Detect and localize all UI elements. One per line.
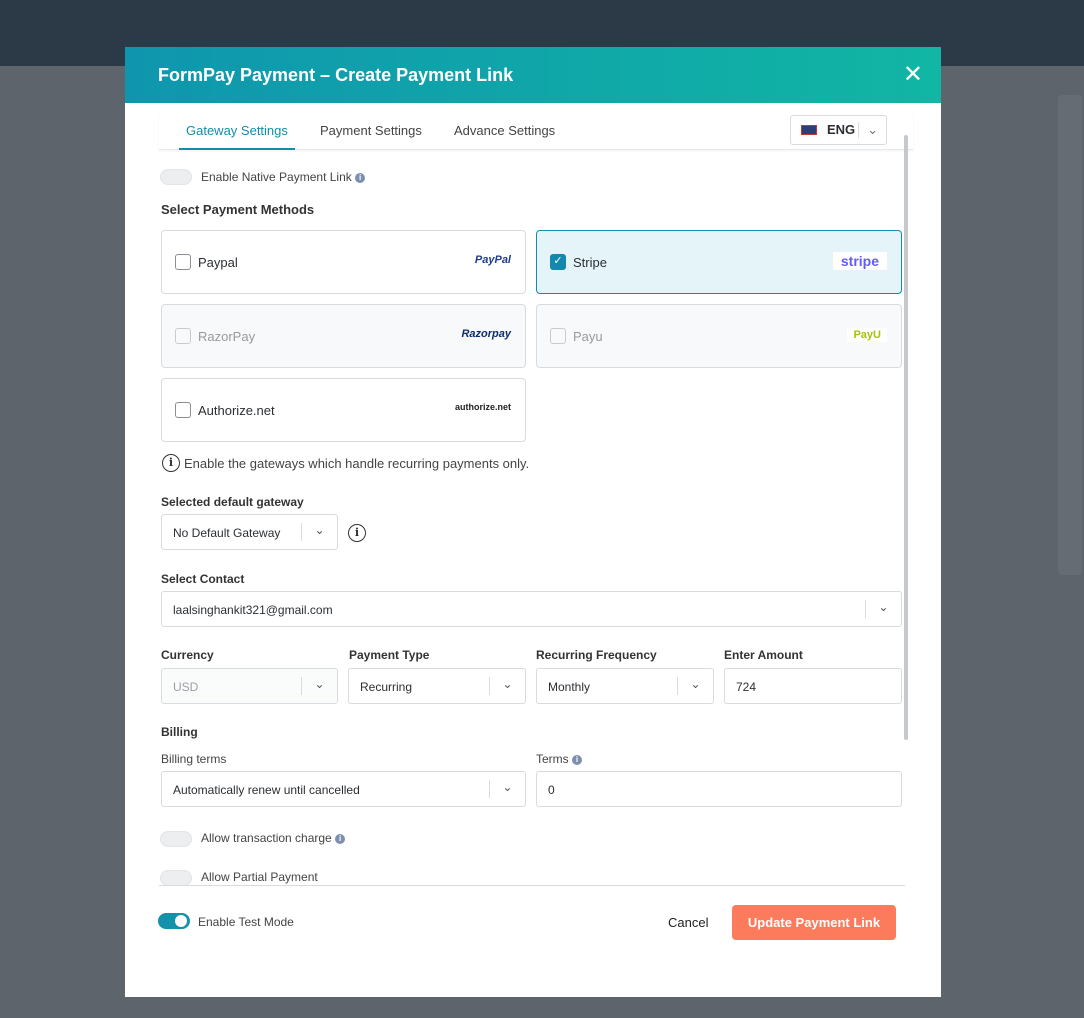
frequency-label: Recurring Frequency	[536, 648, 657, 662]
info-icon: i	[355, 172, 366, 183]
currency-label: Currency	[161, 648, 214, 662]
footer-divider	[159, 885, 905, 886]
create-payment-link-modal: FormPay Payment – Create Payment Link ✕ …	[125, 47, 941, 997]
native-link-toggle[interactable]	[160, 169, 192, 185]
paypal-logo: PayPal	[474, 254, 511, 266]
close-icon[interactable]: ✕	[902, 61, 923, 88]
language-select[interactable]: ENG ⌄	[790, 115, 887, 145]
cancel-button[interactable]: Cancel	[668, 915, 709, 930]
transaction-charge-toggle[interactable]	[160, 831, 192, 847]
select-value: USD	[173, 680, 199, 694]
recurring-note: Enable the gateways which handle recurri…	[184, 456, 530, 471]
tab-gateway-settings[interactable]: Gateway Settings	[179, 123, 295, 150]
checkbox-checked[interactable]: ✓	[550, 254, 566, 270]
chevron-down-icon: ⌄	[489, 677, 525, 695]
currency-select: USD ⌄	[161, 668, 338, 704]
method-card-payu: Payu PayU	[536, 304, 902, 368]
stripe-logo: stripe	[832, 252, 887, 270]
update-payment-link-button[interactable]: Update Payment Link	[732, 905, 896, 940]
method-name: RazorPay	[198, 329, 256, 344]
method-name: Stripe	[573, 255, 607, 270]
modal-title: FormPay Payment – Create Payment Link	[158, 65, 514, 85]
terms-input[interactable]: 0	[536, 771, 902, 807]
method-card-paypal[interactable]: Paypal PayPal	[161, 230, 526, 294]
select-value: Monthly	[548, 680, 591, 694]
chevron-down-icon: ⌄	[489, 780, 525, 798]
select-value: laalsinghankit321@gmail.com	[173, 603, 333, 617]
default-gateway-label: Selected default gateway	[161, 495, 304, 509]
select-value: No Default Gateway	[173, 526, 281, 540]
native-link-label: Enable Native Payment Link i	[201, 170, 366, 184]
checkbox	[175, 328, 191, 344]
chevron-down-icon: ⌄	[858, 122, 878, 138]
amount-label: Enter Amount	[724, 648, 803, 662]
info-icon: i	[572, 754, 583, 765]
amount-input[interactable]: 724	[724, 668, 902, 704]
info-circle-icon: i	[162, 454, 180, 472]
method-card-razorpay: RazorPay Razorpay	[161, 304, 526, 368]
razorpay-logo: Razorpay	[461, 328, 511, 340]
test-mode-toggle[interactable]	[158, 913, 190, 929]
payment-type-select[interactable]: Recurring ⌄	[348, 668, 526, 704]
authorize-net-logo: authorize.net	[454, 402, 511, 412]
payment-type-label: Payment Type	[349, 648, 430, 662]
uk-flag-icon	[801, 125, 817, 135]
info-circle-icon[interactable]: i	[348, 524, 366, 542]
method-name: Payu	[573, 329, 603, 344]
chevron-down-icon: ⌄	[301, 523, 337, 541]
background-scrollbar	[1058, 95, 1082, 575]
tab-payment-settings[interactable]: Payment Settings	[320, 123, 422, 138]
contact-label: Select Contact	[161, 572, 245, 586]
payment-methods-title: Select Payment Methods	[161, 202, 315, 217]
test-mode-label: Enable Test Mode	[198, 915, 294, 929]
method-card-authorize-net[interactable]: Authorize.net authorize.net	[161, 378, 526, 442]
checkbox	[550, 328, 566, 344]
scrollbar[interactable]	[904, 135, 908, 740]
method-name: Paypal	[198, 255, 238, 270]
payu-logo: PayU	[847, 328, 887, 342]
chevron-down-icon: ⌄	[865, 600, 901, 618]
select-value: Automatically renew until cancelled	[173, 783, 360, 797]
partial-payment-toggle[interactable]	[160, 870, 192, 886]
billing-terms-label: Billing terms	[161, 752, 227, 766]
select-value: Recurring	[360, 680, 413, 694]
method-card-stripe[interactable]: ✓ Stripe stripe	[536, 230, 902, 294]
method-name: Authorize.net	[198, 403, 275, 418]
default-gateway-select[interactable]: No Default Gateway ⌄	[161, 514, 338, 550]
contact-select[interactable]: laalsinghankit321@gmail.com ⌄	[161, 591, 902, 627]
language-value: ENG	[827, 122, 856, 137]
checkbox[interactable]	[175, 254, 191, 270]
checkbox[interactable]	[175, 402, 191, 418]
chevron-down-icon: ⌄	[677, 677, 713, 695]
tab-advance-settings[interactable]: Advance Settings	[454, 123, 556, 138]
billing-terms-select[interactable]: Automatically renew until cancelled ⌄	[161, 771, 526, 807]
terms-label: Terms i	[536, 752, 583, 766]
chevron-down-icon: ⌄	[301, 677, 337, 695]
frequency-select[interactable]: Monthly ⌄	[536, 668, 714, 704]
modal-header: FormPay Payment – Create Payment Link ✕	[125, 47, 941, 103]
info-icon: i	[335, 833, 346, 844]
settings-tabs: Gateway Settings Payment Settings Advanc…	[159, 115, 913, 150]
billing-title: Billing	[161, 725, 198, 739]
partial-payment-label: Allow Partial Payment	[201, 870, 318, 884]
transaction-charge-label: Allow transaction charge i	[201, 831, 346, 845]
